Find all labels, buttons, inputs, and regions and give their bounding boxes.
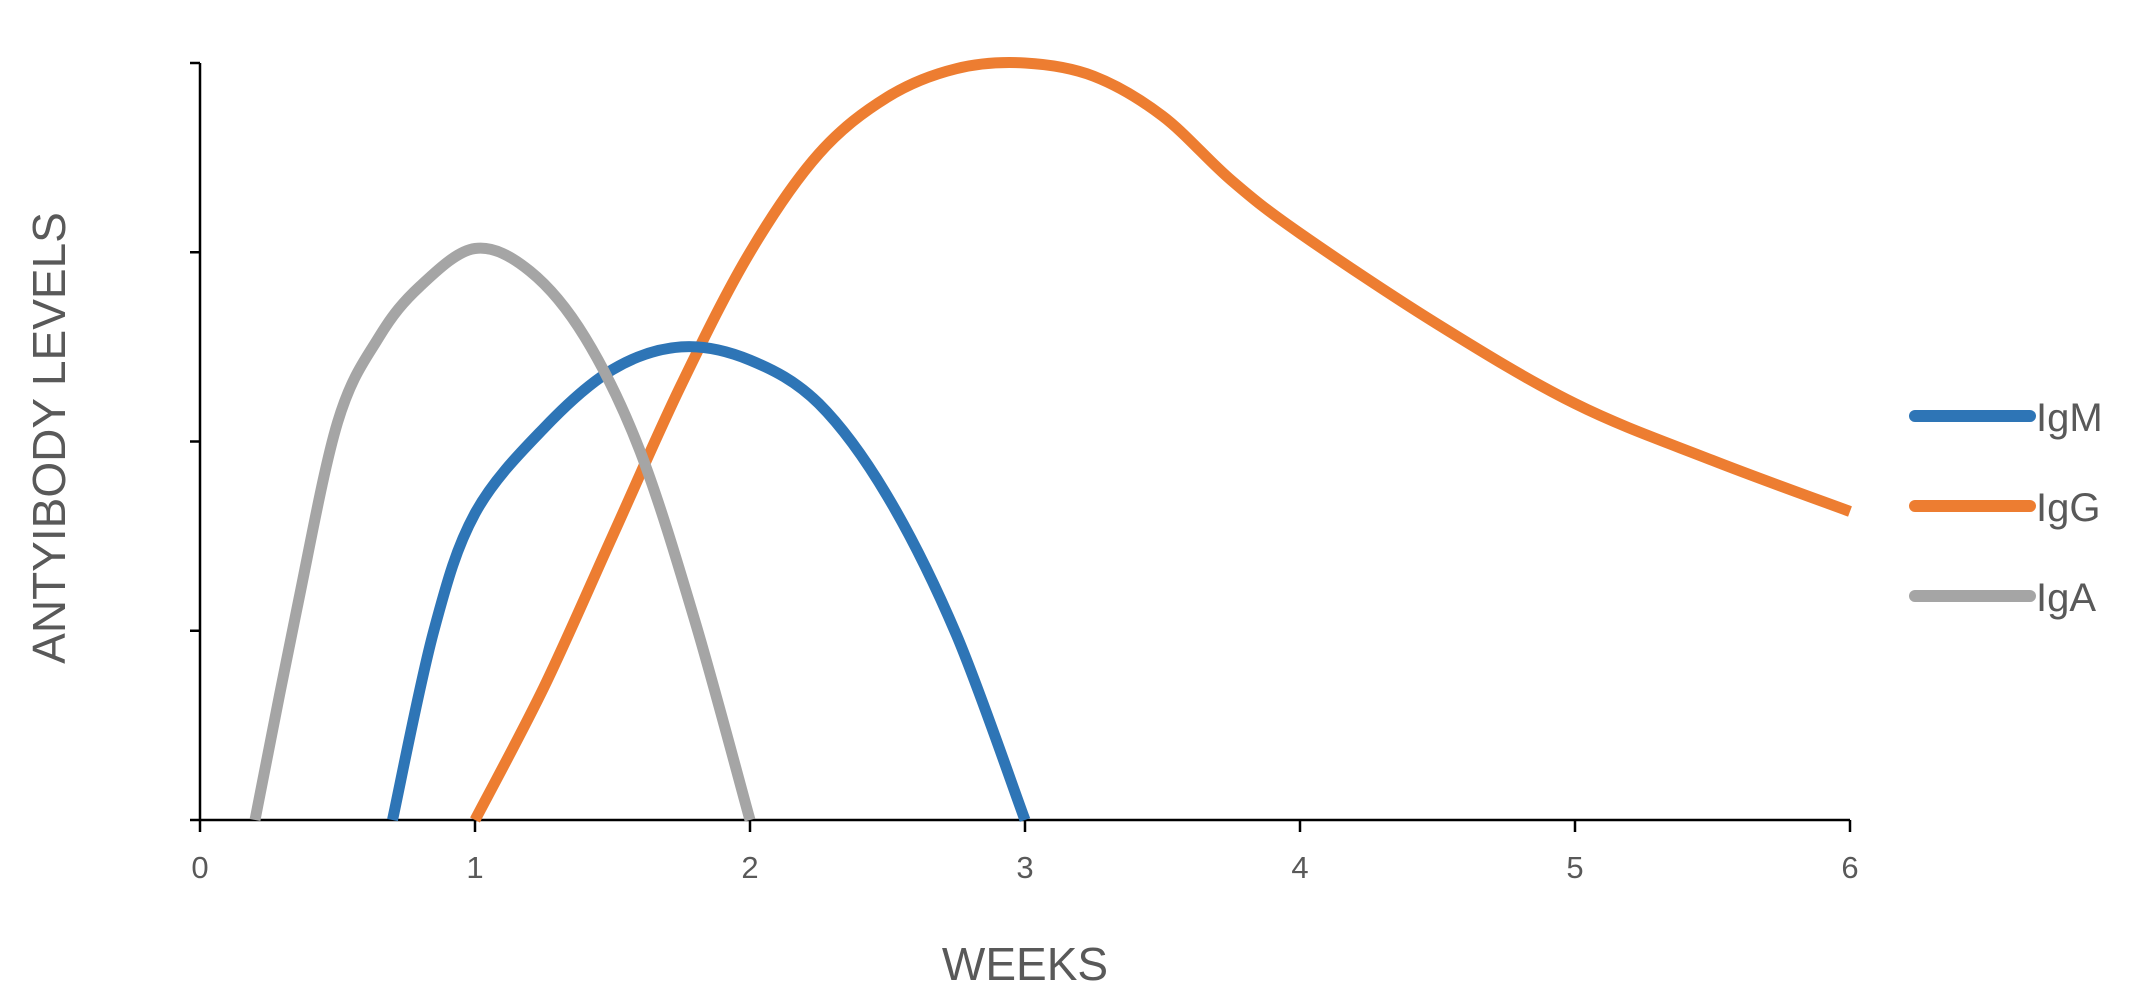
x-tick-label: 2	[741, 850, 758, 885]
plot-area: 0 1 2 3 4 5 6	[190, 57, 1859, 885]
series-line-iga	[249, 242, 756, 822]
x-tick-label: 0	[191, 850, 208, 885]
x-tick-label: 3	[1016, 850, 1033, 885]
x-tick-label: 1	[466, 850, 483, 885]
y-axis-title: ANTYIBODY LEVELS	[23, 212, 75, 664]
legend-label-igm: IgM	[2036, 396, 2103, 440]
legend: IgM IgG IgA	[1909, 396, 2103, 620]
x-tick-label: 5	[1566, 850, 1583, 885]
x-axis-title: WEEKS	[942, 938, 1108, 990]
x-tick-label: 4	[1291, 850, 1308, 885]
series-line-igm	[387, 341, 1031, 822]
legend-label-igg: IgG	[2036, 486, 2100, 530]
series-line-igg	[470, 57, 1852, 823]
x-tick-label: 6	[1841, 850, 1858, 885]
series-lines	[249, 57, 1852, 823]
x-axis-tick-labels: 0 1 2 3 4 5 6	[191, 850, 1858, 885]
x-axis-ticks	[198, 820, 1852, 832]
y-axis-ticks	[190, 61, 200, 822]
legend-label-iga: IgA	[2036, 576, 2096, 620]
